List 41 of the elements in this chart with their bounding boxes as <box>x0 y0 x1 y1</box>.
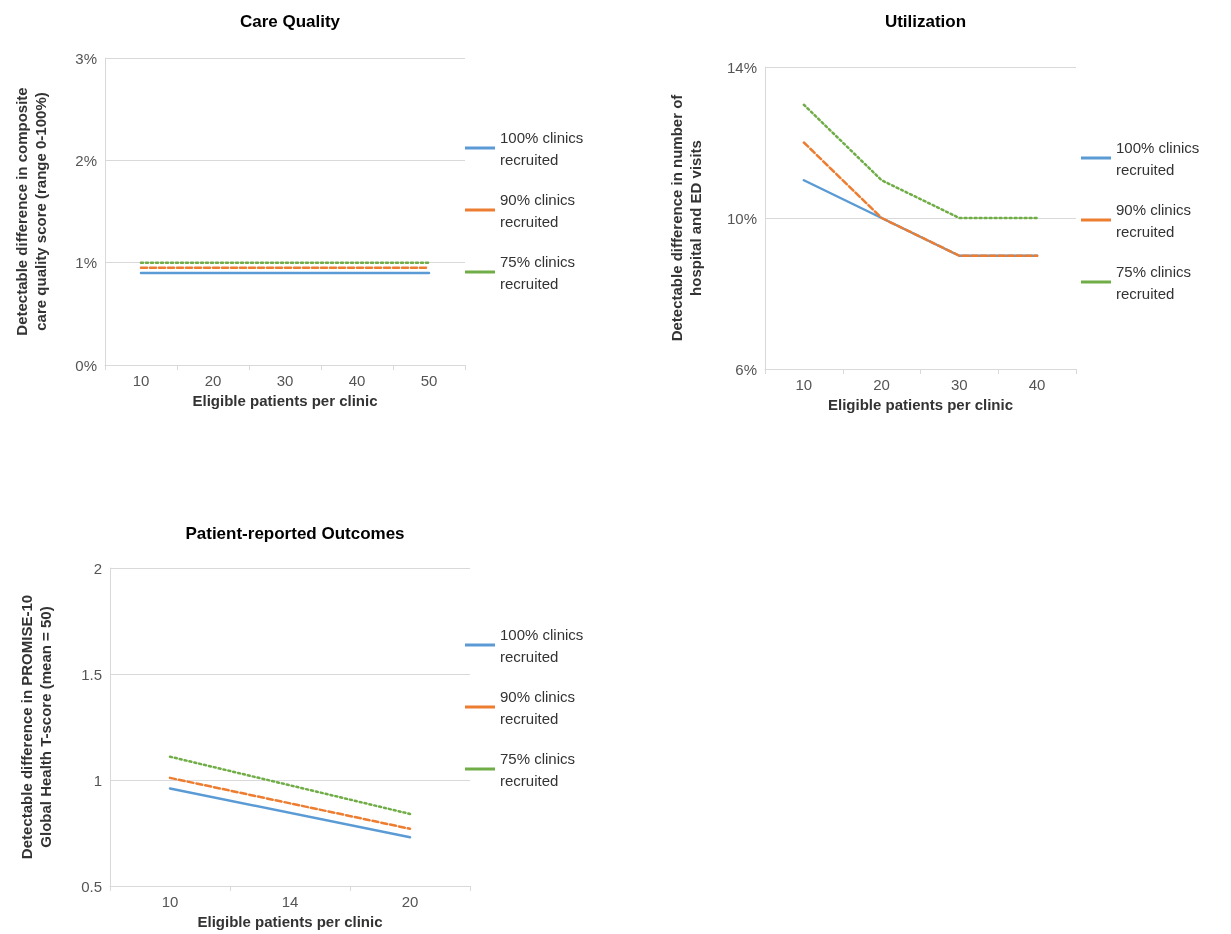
y-tick-label: 0.5 <box>81 877 102 895</box>
x-axis-title: Eligible patients per clinic <box>827 396 1014 413</box>
x-tick-label: 20 <box>873 376 890 393</box>
y-tick-label: 2 <box>93 559 102 577</box>
legend-label: 100% clinics recruited <box>1116 138 1204 178</box>
y-axis-title: Detectable difference in PROMISE-10 Global Health T-score (mean = 50) <box>18 594 54 860</box>
y-tick-label: 1% <box>75 254 97 272</box>
y-axis-title: Detectable difference in composite care quality score (range 0-100%) <box>13 87 49 336</box>
x-tick-label: 10 <box>161 893 179 910</box>
legend-label: 90% clinics recruited <box>500 687 580 727</box>
y-tick-label: 1.5 <box>81 665 102 683</box>
x-tick-label: 40 <box>1028 376 1046 393</box>
y-tick-label: 14% <box>726 58 757 76</box>
chart-title: Care Quality <box>239 12 341 31</box>
x-tick-label: 10 <box>795 376 813 393</box>
y-tick-label: 6% <box>735 360 757 378</box>
y-tick-label: 3% <box>75 49 97 67</box>
legend-label: 90% clinics recruited <box>500 190 580 230</box>
legend-label: 90% clinics recruited <box>1116 200 1196 240</box>
y-tick-label: 2% <box>75 151 97 169</box>
x-tick-label: 20 <box>401 893 419 910</box>
x-tick-label: 50 <box>420 372 438 389</box>
x-tick-label: 10 <box>132 372 150 389</box>
chart-title: Utilization <box>884 12 967 31</box>
legend-label: 75% clinics recruited <box>1116 262 1196 302</box>
x-tick-label: 30 <box>951 376 968 393</box>
legend-label: 100% clinics recruited <box>500 625 588 665</box>
x-axis-title: Eligible patients per clinic <box>197 913 383 930</box>
legend-label: 75% clinics recruited <box>500 252 580 292</box>
x-tick-label: 40 <box>348 372 366 389</box>
x-tick-label: 20 <box>204 372 222 389</box>
chart-title: Patient-reported Outcomes <box>185 524 405 543</box>
legend-label: 75% clinics recruited <box>500 749 580 789</box>
x-tick-label: 30 <box>276 372 294 389</box>
y-tick-label: 0% <box>75 356 97 374</box>
y-axis-title: Detectable difference in number of hospital and ED visits <box>668 93 704 342</box>
x-tick-label: 14 <box>281 893 299 910</box>
y-tick-label: 1 <box>93 771 102 789</box>
x-axis-title: Eligible patients per clinic <box>192 392 378 409</box>
legend-label: 100% clinics recruited <box>500 128 588 168</box>
y-tick-label: 10% <box>726 209 757 227</box>
